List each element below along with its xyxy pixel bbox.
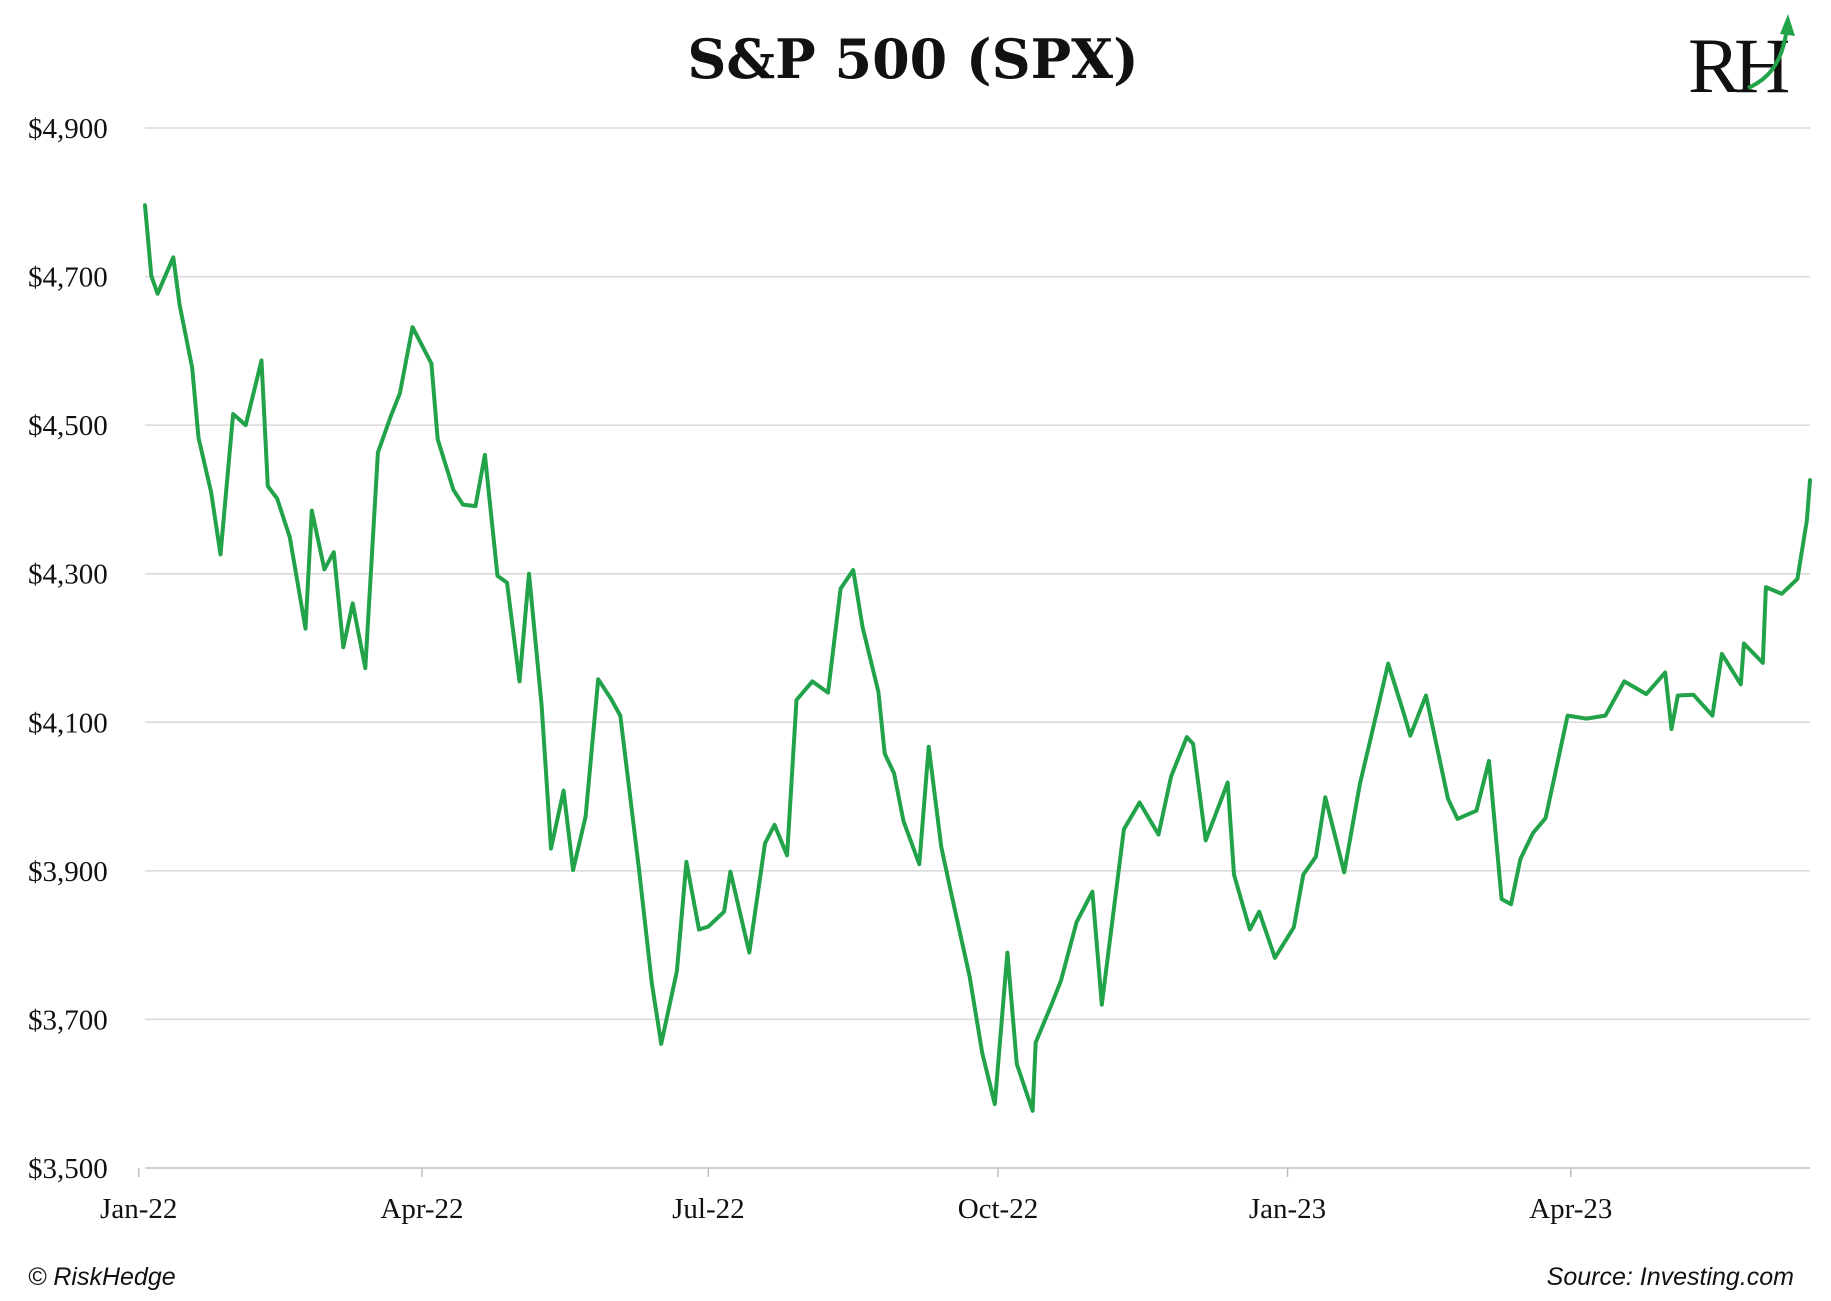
series-line — [143, 203, 1812, 1113]
x-tick-label: Jan-23 — [1249, 1193, 1326, 1225]
chart-title: S&P 500 (SPX) — [687, 27, 1138, 91]
y-tick-label: $4,500 — [28, 410, 108, 442]
x-axis: Jan-22 Apr-22 Jul-22 Oct-22 Jan-23 Apr-23 — [100, 1167, 1810, 1225]
x-tick-label: Apr-22 — [380, 1193, 463, 1225]
x-tick-label: Apr-23 — [1529, 1193, 1612, 1225]
x-tick-label: Jul-22 — [672, 1193, 745, 1225]
logo-arrowhead-icon — [1780, 14, 1795, 36]
brand-logo: RH — [1688, 14, 1795, 109]
copyright-text: © RiskHedge — [28, 1263, 176, 1291]
y-tick-label: $4,700 — [28, 262, 108, 294]
y-tick-label: $3,900 — [28, 856, 108, 888]
y-tick-label: $3,500 — [28, 1153, 108, 1185]
y-tick-label: $4,100 — [28, 707, 108, 739]
source-text: Source: Investing.com — [1547, 1263, 1794, 1291]
y-axis: $3,500 $3,700 $3,900 $4,100 $4,300 $4,500 $4,7… — [28, 113, 108, 1185]
y-tick-label: $3,700 — [28, 1004, 108, 1036]
x-tick-label: Oct-22 — [958, 1193, 1039, 1225]
y-tick-label: $4,300 — [28, 559, 108, 591]
x-tick-label: Jan-22 — [100, 1193, 177, 1225]
y-tick-label: $4,900 — [28, 113, 108, 145]
logo-arrow-icon — [1747, 27, 1789, 90]
series — [143, 203, 1812, 1113]
